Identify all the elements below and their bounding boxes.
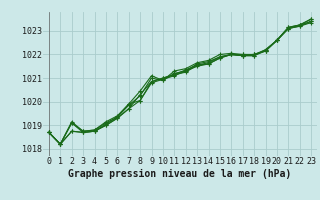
X-axis label: Graphe pression niveau de la mer (hPa): Graphe pression niveau de la mer (hPa) [68,168,292,179]
